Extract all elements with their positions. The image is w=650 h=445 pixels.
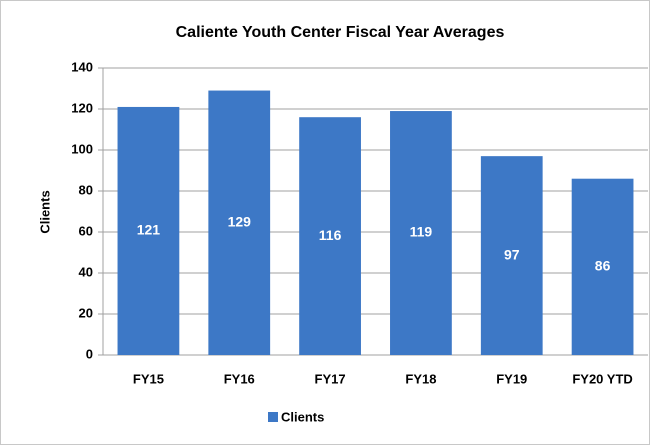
y-tick-label: 40 [79,264,93,279]
y-tick-label: 100 [71,141,93,156]
y-tick-label: 80 [79,182,93,197]
y-tick-label: 60 [79,223,93,238]
bar [208,90,271,356]
y-tick-label: 140 [71,59,93,74]
chart-title: Caliente Youth Center Fiscal Year Averag… [176,24,505,41]
x-tick-label: FY16 [224,371,255,386]
y-tick-label: 0 [86,346,93,361]
x-tick-label: FY19 [496,371,527,386]
bar-value-label: 129 [228,213,252,229]
y-axis-label: Clients [37,190,52,233]
bar [571,178,634,355]
bar [480,156,543,355]
x-tick-label: FY18 [405,371,436,386]
bar-value-label: 86 [595,258,611,274]
bar-value-label: 121 [137,222,161,238]
y-tick-label: 120 [71,100,93,115]
bar-value-label: 119 [410,224,433,240]
bar-value-label: 97 [504,246,520,262]
x-tick-label: FY15 [133,371,164,386]
x-tick-label: FY20 YTD [572,371,632,386]
x-tick-label: FY17 [315,371,346,386]
y-tick-label: 20 [79,305,93,320]
legend-label: Clients [281,409,324,424]
bar [117,106,180,355]
bar-value-label: 116 [319,227,342,243]
legend-swatch [268,412,278,422]
bar [299,117,361,355]
bar [390,111,452,355]
